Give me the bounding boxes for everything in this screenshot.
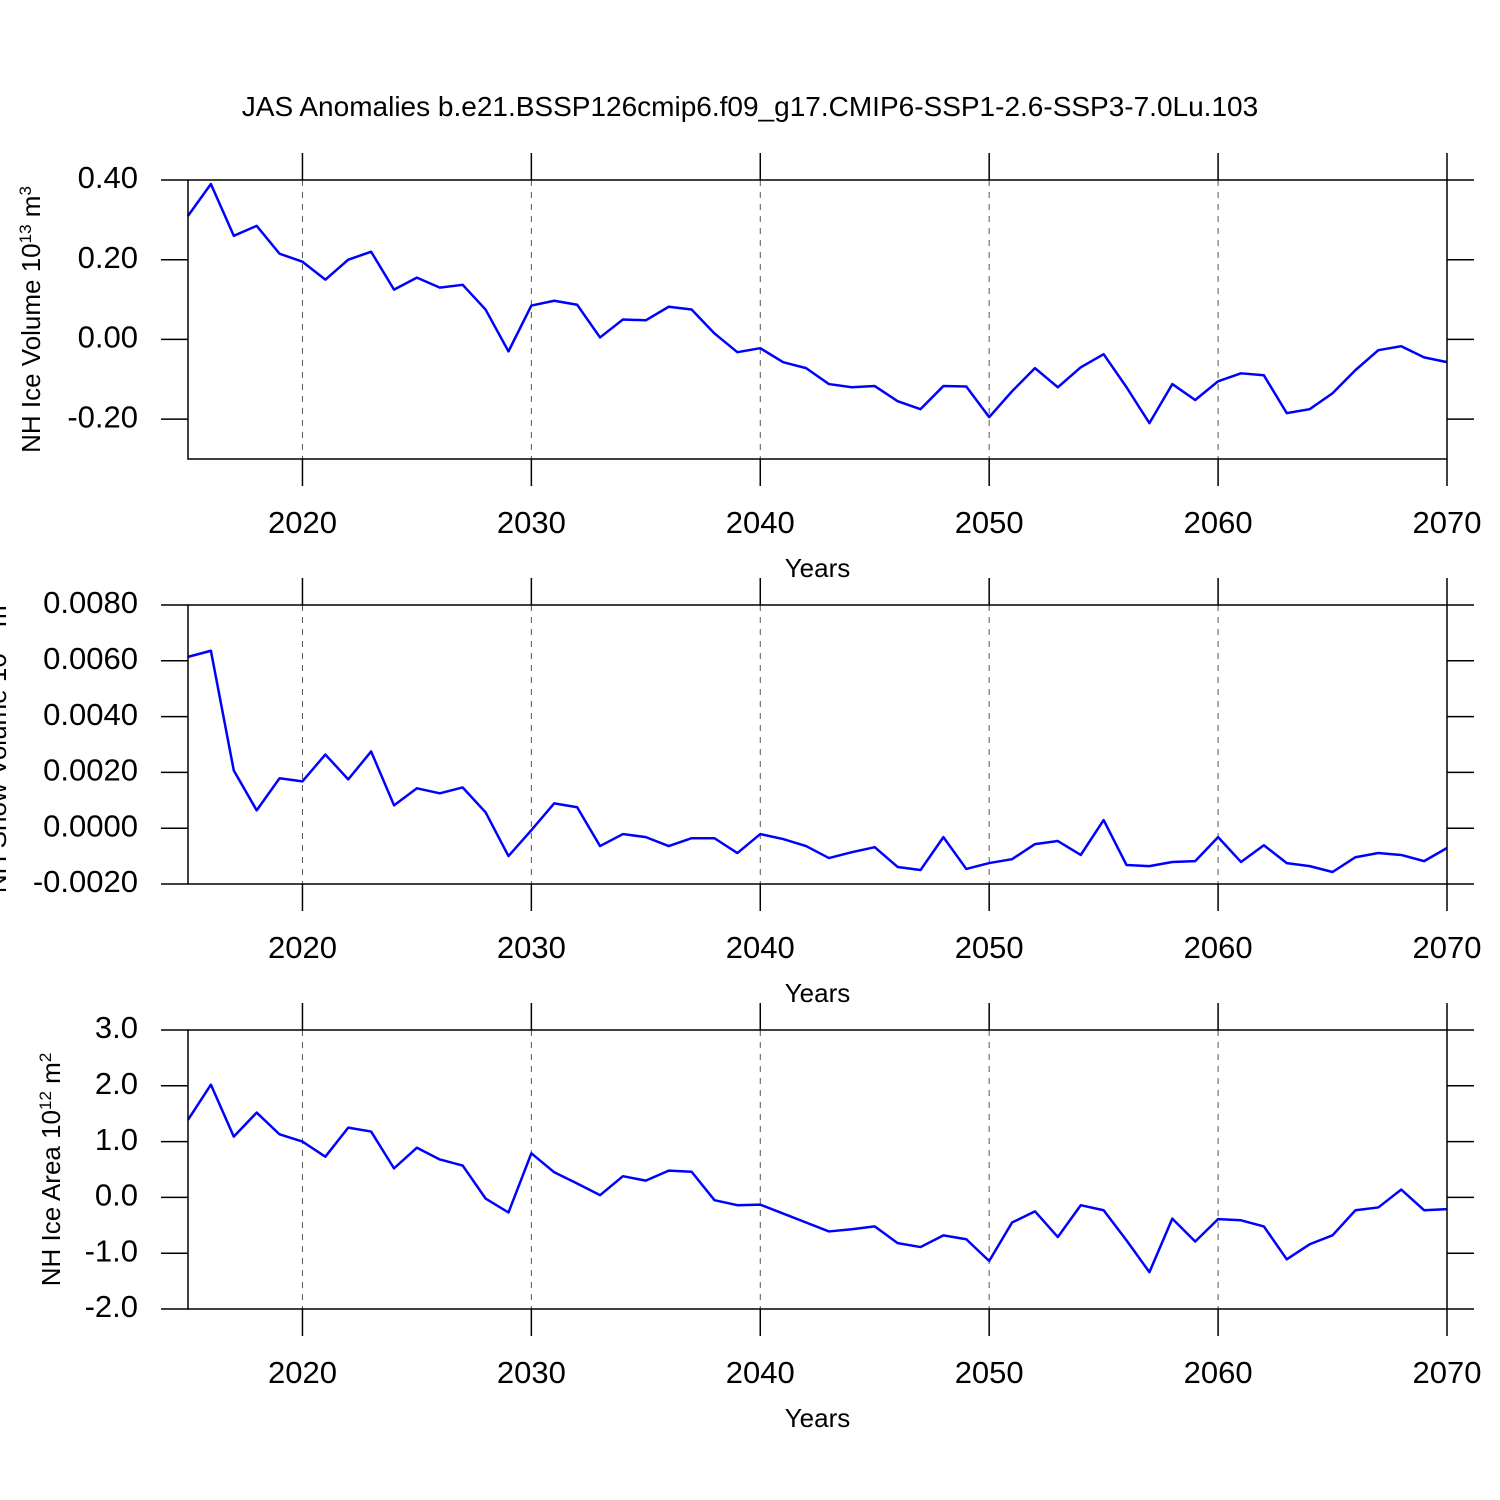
plot-frame <box>187 604 1448 885</box>
y-axis-title: NH Ice Volume 1013 m3 <box>16 186 47 453</box>
y-axis-title-exponent: 12 <box>36 1091 55 1110</box>
y-axis-title-exponent: 13 <box>16 224 35 243</box>
y-tick-label: 0.0 <box>95 1178 138 1213</box>
x-tick-label: 2060 <box>1184 505 1253 540</box>
data-line <box>186 1083 1448 1274</box>
y-tick-label: -0.0020 <box>33 864 138 899</box>
chart-title: JAS Anomalies b.e21.BSSP126cmip6.f09_g17… <box>242 91 1258 122</box>
x-axis-title: Years <box>785 978 851 1008</box>
x-tick-label: 2040 <box>726 930 795 965</box>
data-line <box>187 649 1448 874</box>
y-tick-label: -0.20 <box>67 399 138 434</box>
y-tick-label: -2.0 <box>85 1289 138 1324</box>
y-axis-title-part: m <box>36 1062 66 1091</box>
x-tick-label: 2060 <box>1184 1355 1253 1390</box>
x-axis-title: Years <box>785 1403 851 1433</box>
x-tick-label: 2050 <box>955 505 1024 540</box>
x-tick-label: 2030 <box>497 930 566 965</box>
plot-frame <box>187 1029 1448 1310</box>
x-axis-title: Years <box>785 553 851 583</box>
y-axis-title-part: NH Ice Area 10 <box>36 1110 66 1286</box>
y-axis-title-exponent: 3 <box>16 186 35 195</box>
y-tick-label: 3.0 <box>95 1010 138 1045</box>
x-tick-label: 2050 <box>955 1355 1024 1390</box>
y-tick-label: 2.0 <box>95 1066 138 1101</box>
x-tick-label: 2030 <box>497 1355 566 1390</box>
y-tick-label: 0.0080 <box>43 585 138 620</box>
x-tick-label: 2020 <box>268 505 337 540</box>
y-axis-title-part: NH Ice Volume 10 <box>16 243 46 453</box>
x-tick-label: 2060 <box>1184 930 1253 965</box>
x-tick-label: 2070 <box>1413 1355 1482 1390</box>
x-tick-label: 2050 <box>955 930 1024 965</box>
y-axis-title-exponent: 13 <box>0 634 1 653</box>
y-axis-title-part: m <box>0 605 12 634</box>
x-tick-label: 2030 <box>497 505 566 540</box>
x-tick-label: 2020 <box>268 930 337 965</box>
y-tick-label: 0.20 <box>78 240 138 275</box>
y-axis-title-part: m <box>16 196 46 225</box>
plot-frame <box>187 179 1448 460</box>
y-axis-title: NH Snow Volume 1013 m3 <box>0 596 12 893</box>
y-tick-label: 0.0060 <box>43 641 138 676</box>
y-tick-label: 0.00 <box>78 320 138 355</box>
y-axis-title-part: NH Snow Volume 10 <box>0 653 12 893</box>
y-tick-label: 0.0040 <box>43 697 138 732</box>
y-tick-label: 0.0000 <box>43 808 138 843</box>
x-tick-label: 2070 <box>1413 505 1482 540</box>
y-axis-title-exponent: 2 <box>36 1053 55 1062</box>
y-tick-label: 1.0 <box>95 1122 138 1157</box>
x-tick-label: 2070 <box>1413 930 1482 965</box>
y-axis-title-exponent: 3 <box>0 596 1 605</box>
x-tick-label: 2040 <box>726 1355 795 1390</box>
y-tick-label: -1.0 <box>85 1233 138 1268</box>
x-tick-label: 2020 <box>268 1355 337 1390</box>
data-line <box>186 182 1448 425</box>
x-tick-label: 2040 <box>726 505 795 540</box>
y-axis-title: NH Ice Area 1012 m2 <box>36 1053 67 1287</box>
y-tick-label: 0.40 <box>78 160 138 195</box>
y-tick-label: 0.0020 <box>43 753 138 788</box>
